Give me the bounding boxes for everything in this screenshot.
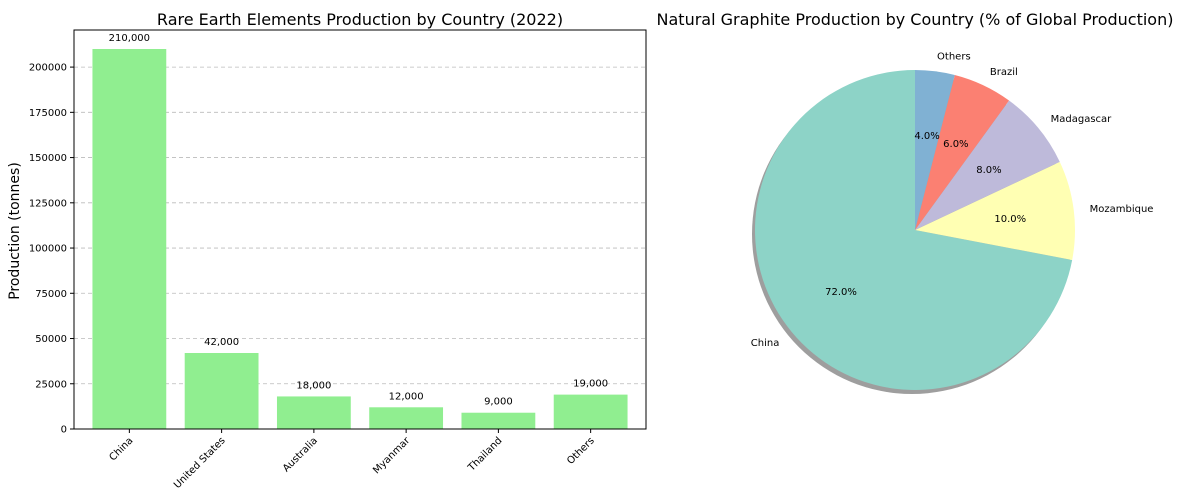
y-tick-label-0: 0 [61, 425, 67, 436]
pie-slice-others [915, 70, 955, 230]
pie-percent-madagascar: 8.0% [976, 165, 1001, 176]
bar-australia [276, 396, 351, 429]
y-tick-label-100000: 100000 [29, 244, 67, 255]
pie-chart-percent-labels: 72.0% 10.0% 8.0% 6.0% 4.0% [825, 131, 1026, 298]
bar-chart-gridlines [74, 66, 646, 385]
bar-myanmar [369, 407, 444, 429]
pie-percent-mozambique: 10.0% [994, 214, 1026, 225]
pie-slice-brazil [915, 75, 1010, 230]
bar-chart-bars [92, 49, 628, 429]
bar-value-label-thailand: 9,000 [484, 397, 513, 408]
y-tick-label-75000: 75000 [35, 289, 67, 300]
pie-label-china: China [751, 338, 780, 349]
bar-chart-frame [73, 29, 647, 430]
y-tick-label-150000: 150000 [29, 153, 67, 164]
pie-percent-brazil: 6.0% [943, 139, 968, 150]
bar-chart-y-axis-label: Production (tonnes) [7, 162, 23, 300]
bar-chart-title: Rare Earth Elements Production by Countr… [157, 10, 563, 29]
bar-chart-y-axis: 0 25000 50000 75000 100000 125000 150000 175000… [29, 63, 74, 436]
y-tick-label-25000: 25000 [35, 379, 67, 390]
pie-percent-others: 4.0% [914, 131, 939, 142]
bar-chart: Rare Earth Elements Production by Countr… [7, 10, 647, 491]
pie-label-mozambique: Mozambique [1090, 204, 1154, 215]
pie-label-others: Others [937, 51, 971, 62]
bar-chart-data-labels: 210,000 42,000 18,000 12,000 9,000 19,000 [109, 33, 608, 408]
bar-value-label-australia: 18,000 [296, 380, 331, 391]
pie-chart-slices [755, 70, 1075, 390]
y-tick-label-175000: 175000 [29, 108, 67, 119]
bar-others [553, 394, 628, 429]
bar-value-label-china: 210,000 [109, 33, 150, 44]
bar-thailand [461, 412, 536, 429]
y-tick-label-200000: 200000 [29, 63, 67, 74]
pie-chart: Natural Graphite Production by Country (… [657, 10, 1174, 394]
y-tick-label-125000: 125000 [29, 198, 67, 209]
bar-china [92, 49, 167, 429]
bar-value-label-myanmar: 12,000 [389, 391, 424, 402]
bar-value-label-others: 19,000 [573, 379, 608, 390]
pie-slice-madagascar [915, 100, 1060, 230]
pie-chart-labels: China Mozambique Madagascar Brazil Others [751, 51, 1154, 349]
pie-chart-title: Natural Graphite Production by Country (… [657, 10, 1174, 29]
y-tick-label-50000: 50000 [35, 334, 67, 345]
pie-slice-china [755, 70, 1073, 390]
bar-value-label-united-states: 42,000 [204, 337, 239, 348]
pie-percent-china: 72.0% [825, 287, 857, 298]
pie-slice-mozambique [915, 161, 1075, 260]
bar-united-states [184, 353, 259, 429]
pie-label-madagascar: Madagascar [1051, 114, 1113, 125]
pie-label-brazil: Brazil [990, 67, 1018, 78]
